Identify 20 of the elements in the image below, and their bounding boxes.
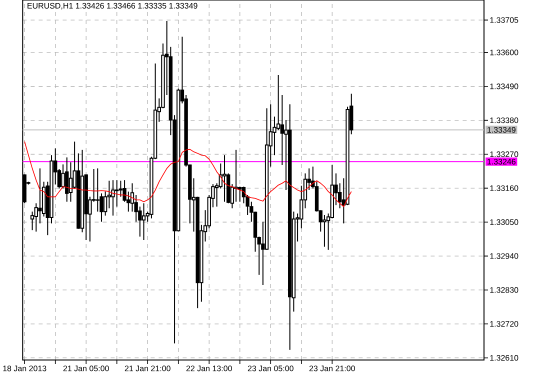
y-tick-label: 1.32610: [490, 355, 518, 361]
y-tick-label: 1.33705: [490, 17, 518, 23]
y-tick-label: 1.33270: [490, 151, 518, 158]
y-tick-label: 1.33490: [490, 84, 518, 90]
x-tick-label: 22 Jan 13:00: [186, 366, 232, 372]
y-tick-label: 1.32830: [490, 287, 518, 293]
y-tick-label: 1.32940: [490, 253, 518, 259]
y-tick-label: 1.33600: [490, 50, 518, 56]
ref-line-label: 1.33246: [488, 158, 516, 164]
x-tick-label: 21 Jan 05:00: [63, 366, 109, 372]
y-tick-label: 1.32720: [490, 321, 518, 327]
x-tick-label: 23 Jan 21:00: [309, 366, 355, 372]
x-tick-label: 21 Jan 21:00: [124, 366, 170, 372]
y-tick-label: 1.33050: [490, 219, 518, 225]
chart-title: EURUSD,H1 1.33426 1.33466 1.33335 1.33349: [28, 2, 198, 10]
ref-line-label: 1.33349: [488, 127, 516, 133]
x-tick-label: 18 Jan 2013: [3, 366, 46, 372]
x-tick-label: 23 Jan 05:00: [248, 366, 294, 372]
y-tick-label: 1.33160: [490, 185, 518, 192]
y-tick-label: 1.33380: [490, 117, 518, 124]
